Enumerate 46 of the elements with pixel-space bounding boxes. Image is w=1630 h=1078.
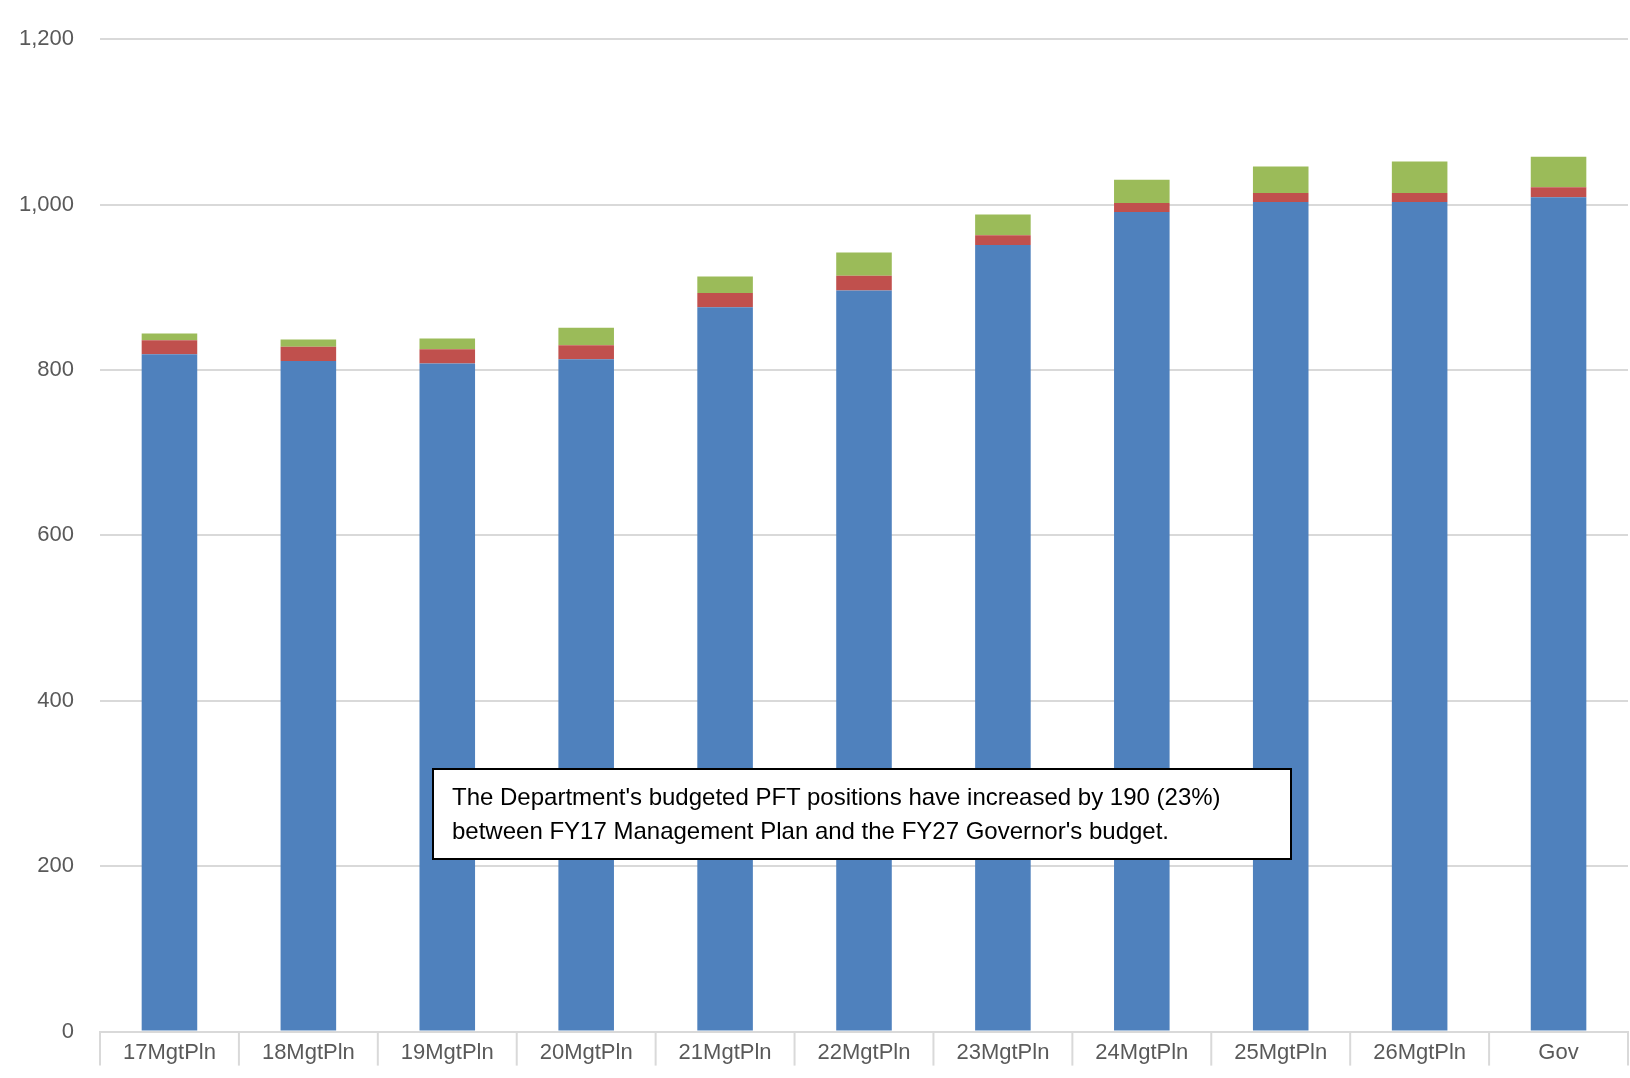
- bar: [558, 327, 614, 346]
- bar: [141, 333, 198, 341]
- bar: [975, 214, 1031, 236]
- y-tick-label: 400: [37, 686, 74, 712]
- bar: [141, 340, 198, 355]
- bar: [280, 346, 337, 361]
- y-tick-label: 200: [37, 852, 74, 878]
- bar: [141, 354, 198, 1031]
- y-tick-label: 1,000: [18, 190, 74, 216]
- bar: [1252, 202, 1309, 1031]
- bar: [1530, 187, 1587, 198]
- bar: [1252, 166, 1309, 194]
- y-tick-label: 800: [37, 356, 74, 382]
- bar: [1391, 193, 1448, 203]
- bar: [697, 293, 753, 308]
- bar: [1252, 193, 1309, 203]
- x-tick-label: Gov: [1538, 1038, 1579, 1064]
- x-tick-label: 26MgtPln: [1373, 1038, 1467, 1064]
- bar: [1530, 197, 1587, 1031]
- bar: [836, 252, 892, 276]
- bar: [836, 275, 892, 291]
- bar: [280, 360, 337, 1031]
- bar: [1530, 156, 1587, 188]
- x-tick-label: 22MgtPln: [817, 1038, 911, 1064]
- y-tick-label: 600: [37, 521, 74, 547]
- x-tick-label: 17MgtPln: [122, 1038, 216, 1064]
- bar: [697, 276, 753, 294]
- callout-box: The Department's budgeted PFT positions have increased by 190 (23%) between FY17 Management Plan and the FY27 Governor's budget.: [432, 768, 1292, 860]
- bar: [280, 339, 337, 347]
- y-tick-label: 0: [61, 1017, 74, 1043]
- x-tick-label: 21MgtPln: [678, 1038, 772, 1064]
- bar: [975, 235, 1031, 246]
- y-tick-label: 1,200: [18, 25, 74, 51]
- bar: [1391, 161, 1448, 194]
- x-tick-label: 24MgtPln: [1095, 1038, 1189, 1064]
- x-tick-label: 20MgtPln: [539, 1038, 633, 1064]
- bar: [419, 338, 476, 350]
- bar: [1114, 179, 1170, 203]
- bar: [1391, 202, 1448, 1031]
- x-tick-label: 23MgtPln: [956, 1038, 1050, 1064]
- bar: [1114, 202, 1170, 213]
- bar: [419, 349, 476, 364]
- x-tick-label: 19MgtPln: [400, 1038, 494, 1064]
- x-tick-label: 18MgtPln: [261, 1038, 355, 1064]
- bar: [558, 345, 614, 360]
- x-tick-label: 25MgtPln: [1234, 1038, 1328, 1064]
